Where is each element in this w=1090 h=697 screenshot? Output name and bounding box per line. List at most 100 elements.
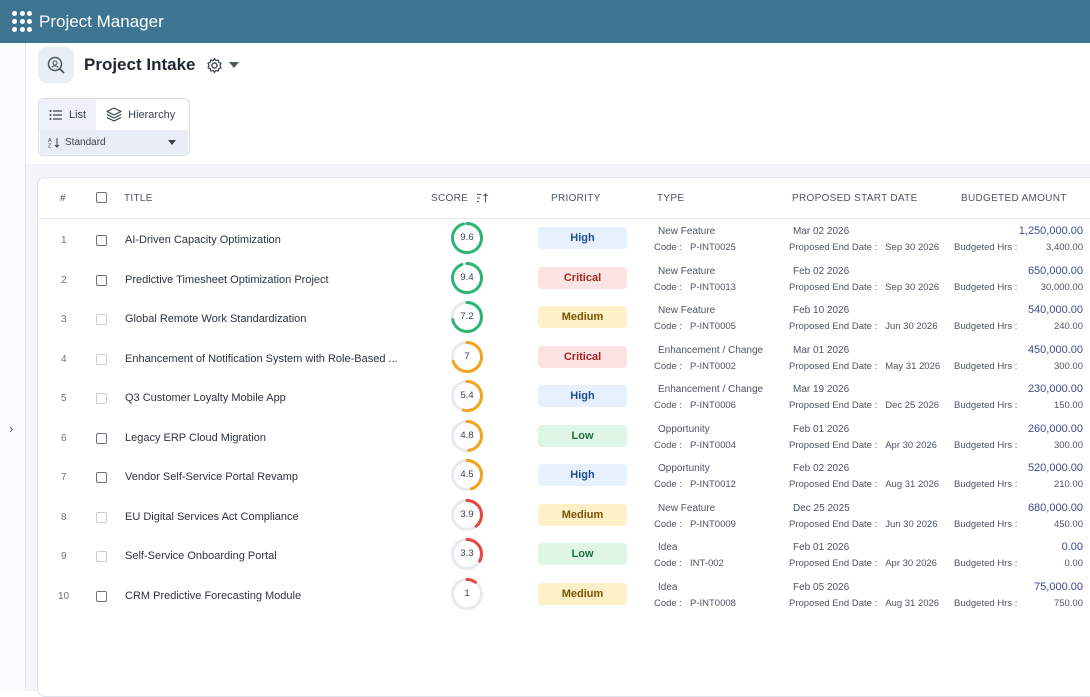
- row-budget-hrs: 30,000.00: [1040, 281, 1083, 293]
- row-title[interactable]: Vendor Self-Service Portal Revamp: [125, 471, 299, 483]
- score-ring-icon: [451, 498, 483, 531]
- score-ring: 5.4: [450, 379, 484, 413]
- row-type: New Feature: [658, 226, 716, 237]
- row-checkbox[interactable]: [96, 431, 107, 449]
- table-row[interactable]: 4 Enhancement of Notification System with…: [38, 339, 1090, 379]
- row-checkbox[interactable]: [96, 312, 107, 330]
- tab-list[interactable]: List: [39, 99, 97, 130]
- chevron-right-icon[interactable]: ›: [9, 421, 14, 436]
- top-bar: Project Manager: [0, 0, 1090, 43]
- score-ring: 3.9: [450, 498, 484, 532]
- row-budget-hrs: 750.00: [1053, 597, 1083, 609]
- table-row[interactable]: 2 Predictive Timesheet Optimization Proje…: [38, 260, 1090, 300]
- score-value: 3.3: [460, 548, 474, 559]
- row-number: 8: [61, 511, 67, 523]
- col-title[interactable]: TITLE: [124, 193, 153, 204]
- score-ring: 9.6: [450, 221, 484, 255]
- table-row[interactable]: 7 Vendor Self-Service Portal Revamp 4.5 Hig…: [38, 457, 1090, 497]
- table-row[interactable]: 10 CRM Predictive Forecasting Module 1 Medi…: [38, 576, 1090, 616]
- score-value: 3.9: [460, 508, 474, 520]
- page-header: Project Intake: [38, 47, 239, 83]
- row-start-date: Feb 02 2026: [793, 265, 850, 277]
- row-title[interactable]: Self-Service Onboarding Portal: [125, 550, 277, 562]
- left-rail: ›: [0, 43, 26, 691]
- sort-icon[interactable]: [476, 193, 489, 203]
- table-row[interactable]: 6 Legacy ERP Cloud Migration 4.8 Low Opportu…: [38, 418, 1090, 458]
- row-checkbox[interactable]: [96, 549, 107, 567]
- table-row[interactable]: 5 Q3 Customer Loyalty Mobile App 5.4 High En…: [38, 378, 1090, 418]
- row-title[interactable]: AI-Driven Capacity Optimization: [125, 234, 281, 246]
- row-title[interactable]: Enhancement of Notification System with …: [125, 352, 398, 365]
- row-code: Code : P-INT0006: [654, 400, 736, 411]
- col-num: #: [60, 193, 66, 204]
- col-start-date[interactable]: PROPOSED START DATE: [792, 193, 918, 204]
- table-row[interactable]: 8 EU Digital Services Act Compliance 3.9 Me…: [38, 497, 1090, 537]
- score-value: 5.4: [460, 390, 474, 401]
- table-row[interactable]: 1 AI-Driven Capacity Optimization 9.6 High N…: [38, 220, 1090, 260]
- project-intake-icon: [38, 47, 74, 83]
- sort-az-icon: AZ: [48, 137, 60, 148]
- row-code: Code : P-INT0008: [654, 597, 736, 609]
- svg-text:Z: Z: [48, 143, 52, 148]
- col-type[interactable]: TYPE: [657, 193, 685, 204]
- row-checkbox[interactable]: [96, 510, 107, 528]
- row-type: New Feature: [658, 265, 716, 277]
- row-title[interactable]: Predictive Timesheet Optimization Projec…: [125, 273, 329, 286]
- row-start-date: Mar 19 2026: [793, 384, 850, 395]
- col-priority[interactable]: PRIORITY: [551, 193, 601, 204]
- row-type: Enhancement / Change: [658, 344, 764, 356]
- row-checkbox[interactable]: [96, 470, 107, 488]
- gear-icon[interactable]: [206, 57, 223, 74]
- row-budget-amount: 680,000.00: [1027, 501, 1083, 514]
- row-start-date: Feb 02 2026: [793, 463, 850, 474]
- score-ring-icon: [451, 222, 483, 254]
- row-checkbox[interactable]: [96, 589, 107, 607]
- row-checkbox[interactable]: [96, 273, 107, 291]
- row-budget-hrs: 0.00: [1064, 558, 1084, 569]
- row-hrs-label: Budgeted Hrs :: [954, 321, 1018, 332]
- row-title[interactable]: EU Digital Services Act Compliance: [125, 510, 299, 523]
- col-score[interactable]: SCORE: [431, 193, 489, 204]
- tab-hierarchy[interactable]: Hierarchy: [96, 99, 185, 130]
- select-all-checkbox[interactable]: [96, 192, 107, 206]
- row-checkbox[interactable]: [96, 391, 107, 409]
- row-title[interactable]: Legacy ERP Cloud Migration: [125, 431, 267, 444]
- row-end-date: Proposed End Date : Dec 25 2026: [789, 400, 940, 411]
- row-code: Code : P-INT0012: [654, 479, 736, 490]
- row-end-date: Proposed End Date : Jun 30 2026: [789, 518, 938, 530]
- chevron-down-icon[interactable]: [228, 62, 239, 68]
- app-grid-icon[interactable]: [12, 10, 34, 33]
- row-checkbox[interactable]: [96, 233, 107, 251]
- row-end-date: Proposed End Date : Apr 30 2026: [789, 439, 937, 451]
- app-title: Project Manager: [39, 11, 164, 31]
- row-hrs-label: Budgeted Hrs :: [954, 558, 1018, 569]
- table-row[interactable]: 9 Self-Service Onboarding Portal 3.3 Low Ide…: [38, 536, 1090, 576]
- row-end-date: Proposed End Date : Aug 31 2026: [789, 597, 940, 609]
- priority-badge: Medium: [538, 582, 627, 605]
- row-code: Code : P-INT0013: [654, 281, 736, 293]
- row-end-date: Proposed End Date : Sep 30 2026: [789, 242, 940, 253]
- priority-badge: High: [538, 385, 627, 407]
- priority-badge: High: [538, 464, 627, 486]
- row-title[interactable]: CRM Predictive Forecasting Module: [125, 589, 302, 602]
- list-icon: [49, 109, 62, 120]
- row-budget-hrs: 300.00: [1053, 439, 1083, 451]
- table-row[interactable]: 3 Global Remote Work Standardization 7.2 Me…: [38, 299, 1090, 339]
- row-type: Idea: [658, 581, 678, 593]
- row-end-date: Proposed End Date : Jun 30 2026: [789, 321, 938, 332]
- priority-badge: Critical: [538, 266, 627, 289]
- row-hrs-label: Budgeted Hrs :: [954, 479, 1018, 490]
- row-budget-hrs: 240.00: [1053, 321, 1083, 332]
- col-budget[interactable]: BUDGETED AMOUNT: [961, 193, 1067, 204]
- row-title[interactable]: Q3 Customer Loyalty Mobile App: [125, 392, 286, 404]
- row-checkbox[interactable]: [96, 352, 107, 370]
- score-value: 9.4: [460, 271, 474, 283]
- score-ring-icon: [451, 301, 483, 333]
- row-budget-amount: 1,250,000.00: [1018, 225, 1083, 237]
- row-start-date: Mar 01 2026: [793, 344, 850, 356]
- row-budget-amount: 520,000.00: [1027, 462, 1083, 474]
- score-ring-icon: [451, 380, 483, 412]
- row-title[interactable]: Global Remote Work Standardization: [125, 313, 307, 325]
